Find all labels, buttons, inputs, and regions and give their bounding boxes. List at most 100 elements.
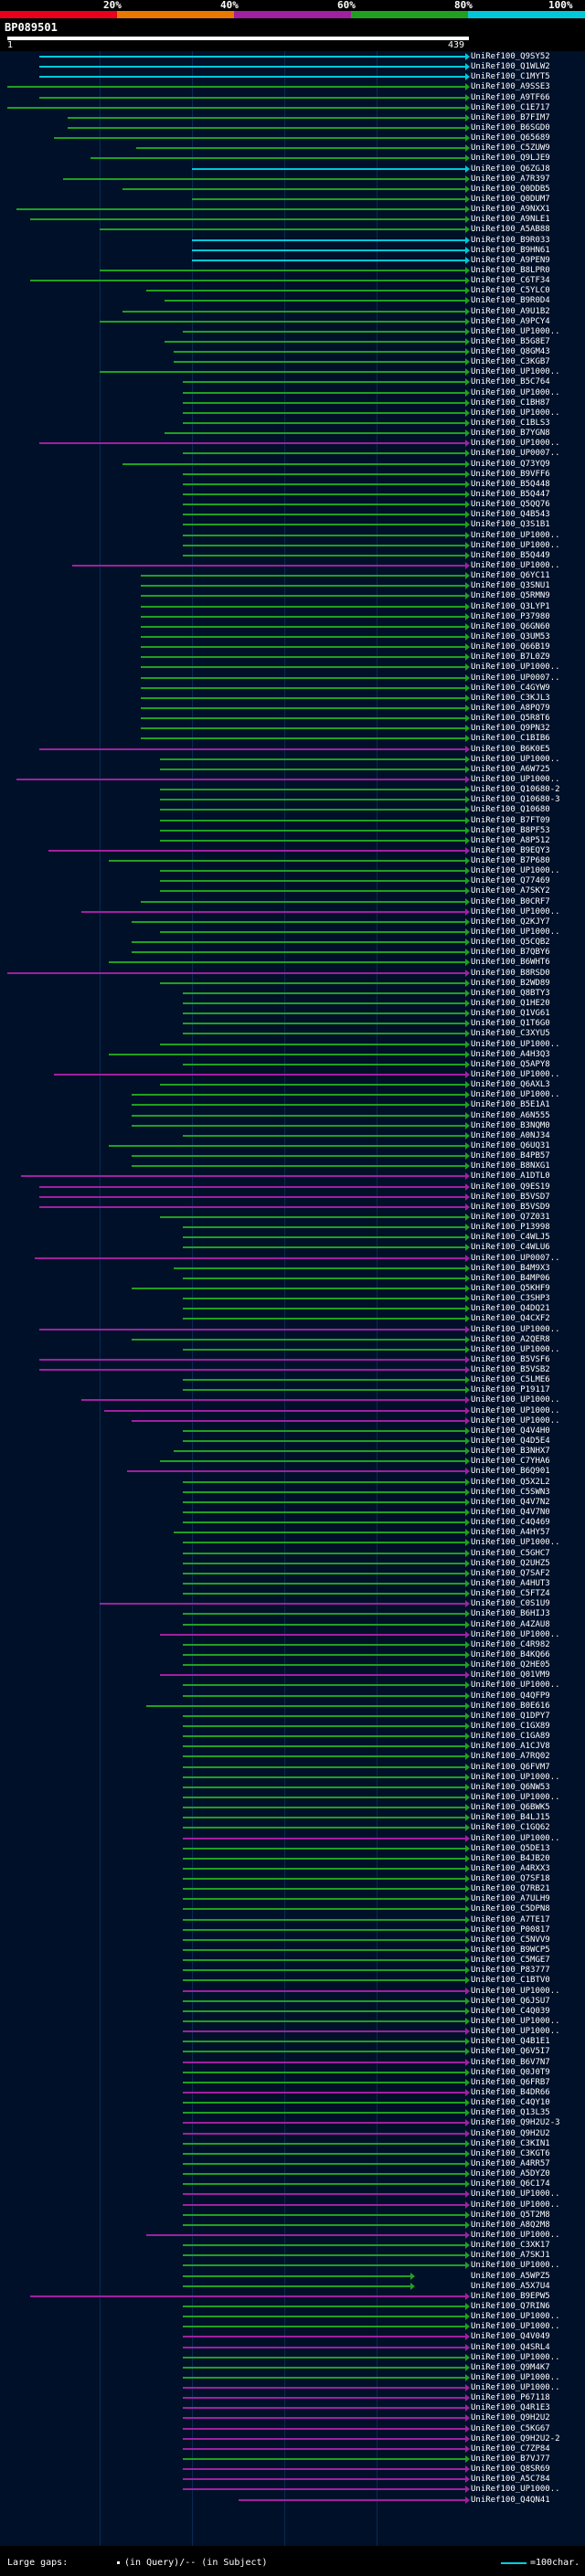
alignment-label[interactable]: UniRef100_C5GHC7 [471, 1549, 550, 1558]
alignment-row[interactable]: UniRef100_C4QY10 [0, 2097, 585, 2108]
alignment-label[interactable]: UniRef100_C6TF34 [471, 276, 550, 285]
alignment-row[interactable]: UniRef100_Q7RB21 [0, 1883, 585, 1894]
alignment-label[interactable]: UniRef100_C3SHP3 [471, 1294, 550, 1303]
alignment-label[interactable]: UniRef100_UP1000.. [471, 866, 560, 875]
alignment-row[interactable]: UniRef100_B9WCP5 [0, 1945, 585, 1956]
alignment-label[interactable]: UniRef100_B4PB57 [471, 1151, 550, 1161]
alignment-row[interactable]: UniRef100_B7FT09 [0, 815, 585, 826]
alignment-row[interactable]: UniRef100_UP1000.. [0, 2200, 585, 2210]
alignment-row[interactable]: UniRef100_UP1000.. [0, 1344, 585, 1355]
alignment-row[interactable]: UniRef100_C1E717 [0, 102, 585, 113]
alignment-label[interactable]: UniRef100_Q7SAF2 [471, 1569, 550, 1578]
alignment-row[interactable]: UniRef100_UP1000.. [0, 2311, 585, 2322]
alignment-row[interactable]: UniRef100_C5NVV9 [0, 1935, 585, 1945]
alignment-label[interactable]: UniRef100_P37980 [471, 612, 550, 621]
alignment-row[interactable]: UniRef100_UP0007.. [0, 448, 585, 459]
alignment-row[interactable]: UniRef100_UP1000.. [0, 1833, 585, 1844]
alignment-row[interactable]: UniRef100_Q65689 [0, 133, 585, 143]
alignment-row[interactable]: UniRef100_Q9H2U2-3 [0, 2117, 585, 2128]
alignment-row[interactable]: UniRef100_C4Q039 [0, 2006, 585, 2017]
alignment-label[interactable]: UniRef100_UP1000.. [471, 1680, 560, 1690]
alignment-row[interactable]: UniRef100_B5G8E7 [0, 336, 585, 347]
alignment-label[interactable]: UniRef100_B8NXG1 [471, 1161, 550, 1171]
alignment-label[interactable]: UniRef100_Q6YC11 [471, 571, 550, 580]
alignment-row[interactable]: UniRef100_Q4QFP9 [0, 1691, 585, 1701]
alignment-row[interactable]: UniRef100_B3NQM0 [0, 1120, 585, 1131]
alignment-row[interactable]: UniRef100_UP1000.. [0, 438, 585, 449]
alignment-label[interactable]: UniRef100_Q4CXF2 [471, 1314, 550, 1323]
alignment-row[interactable]: UniRef100_Q10680-3 [0, 794, 585, 805]
alignment-row[interactable]: UniRef100_A7TE17 [0, 1914, 585, 1925]
alignment-label[interactable]: UniRef100_UP1000.. [471, 1834, 560, 1843]
alignment-label[interactable]: UniRef100_Q4QFP9 [471, 1691, 550, 1701]
alignment-label[interactable]: UniRef100_A8PQ79 [471, 704, 550, 713]
alignment-label[interactable]: UniRef100_A5WPZ5 [471, 2272, 550, 2281]
alignment-label[interactable]: UniRef100_A4H3Q3 [471, 1050, 550, 1059]
alignment-label[interactable]: UniRef100_C3KJL3 [471, 694, 550, 703]
alignment-row[interactable]: UniRef100_Q1VG61 [0, 1008, 585, 1019]
alignment-label[interactable]: UniRef100_Q9H2U2-2 [471, 2434, 560, 2443]
alignment-row[interactable]: UniRef100_Q0J0T9 [0, 2067, 585, 2078]
alignment-row[interactable]: UniRef100_A6W725 [0, 764, 585, 775]
alignment-row[interactable]: UniRef100_P83777 [0, 1965, 585, 1976]
alignment-row[interactable]: UniRef100_UP0007.. [0, 673, 585, 684]
alignment-label[interactable]: UniRef100_Q4D5E4 [471, 1436, 550, 1446]
alignment-row[interactable]: UniRef100_Q2KJY7 [0, 917, 585, 928]
alignment-label[interactable]: UniRef100_C3KGT6 [471, 2149, 550, 2158]
alignment-row[interactable]: UniRef100_C4GYW9 [0, 683, 585, 694]
alignment-row[interactable]: UniRef100_Q0DDB5 [0, 184, 585, 195]
alignment-label[interactable]: UniRef100_Q5T2M8 [471, 2210, 550, 2220]
alignment-row[interactable]: UniRef100_B7YGN8 [0, 428, 585, 439]
alignment-row[interactable]: UniRef100_Q6C174 [0, 2178, 585, 2189]
alignment-row[interactable]: UniRef100_Q5KHF9 [0, 1283, 585, 1294]
alignment-row[interactable]: UniRef100_Q9M4K7 [0, 2362, 585, 2373]
alignment-label[interactable]: UniRef100_B9HN61 [471, 246, 550, 255]
alignment-label[interactable]: UniRef100_C4R982 [471, 1640, 550, 1649]
alignment-row[interactable]: UniRef100_B7P680 [0, 855, 585, 866]
alignment-label[interactable]: UniRef100_Q1VG61 [471, 1009, 550, 1018]
alignment-label[interactable]: UniRef100_Q0DDB5 [471, 185, 550, 194]
alignment-row[interactable]: UniRef100_Q6JSU7 [0, 1996, 585, 2007]
alignment-label[interactable]: UniRef100_Q10680-3 [471, 795, 560, 804]
alignment-row[interactable]: UniRef100_Q3UM53 [0, 631, 585, 642]
alignment-label[interactable]: UniRef100_Q2UHZ5 [471, 1559, 550, 1568]
alignment-row[interactable]: UniRef100_Q4CXF2 [0, 1313, 585, 1324]
alignment-row[interactable]: UniRef100_B4JB20 [0, 1853, 585, 1864]
alignment-row[interactable]: UniRef100_UP1000.. [0, 540, 585, 551]
alignment-label[interactable]: UniRef100_A7SKJ1 [471, 2251, 550, 2260]
alignment-row[interactable]: UniRef100_A4HUT3 [0, 1578, 585, 1589]
alignment-row[interactable]: UniRef100_C1BIB6 [0, 733, 585, 744]
alignment-row[interactable]: UniRef100_UP1000.. [0, 530, 585, 541]
alignment-label[interactable]: UniRef100_A5DYZ0 [471, 2169, 550, 2178]
alignment-label[interactable]: UniRef100_B0CRF7 [471, 897, 550, 906]
alignment-label[interactable]: UniRef100_B5VSF6 [471, 1355, 550, 1364]
alignment-label[interactable]: UniRef100_Q9M4K7 [471, 2363, 550, 2372]
alignment-label[interactable]: UniRef100_C5FTZ4 [471, 1589, 550, 1598]
alignment-row[interactable]: UniRef100_UP1000.. [0, 1537, 585, 1548]
alignment-row[interactable]: UniRef100_UP1000.. [0, 1394, 585, 1405]
alignment-label[interactable]: UniRef100_UP1000.. [471, 2200, 560, 2210]
alignment-label[interactable]: UniRef100_C1GA89 [471, 1732, 550, 1741]
alignment-row[interactable]: UniRef100_UP1000.. [0, 1792, 585, 1803]
alignment-label[interactable]: UniRef100_UP1000.. [471, 2322, 560, 2331]
alignment-row[interactable]: UniRef100_B7VJ77 [0, 2454, 585, 2465]
alignment-row[interactable]: UniRef100_P19117 [0, 1384, 585, 1395]
alignment-row[interactable]: UniRef100_B8PF53 [0, 825, 585, 836]
alignment-label[interactable]: UniRef100_UP1000.. [471, 2231, 560, 2240]
alignment-row[interactable]: UniRef100_B7FIM7 [0, 112, 585, 123]
alignment-row[interactable]: UniRef100_P13998 [0, 1222, 585, 1233]
alignment-row[interactable]: UniRef100_Q13L35 [0, 2107, 585, 2118]
alignment-label[interactable]: UniRef100_B9EQY3 [471, 846, 550, 855]
alignment-label[interactable]: UniRef100_Q3S1B1 [471, 520, 550, 529]
alignment-label[interactable]: UniRef100_UP1000.. [471, 408, 560, 418]
alignment-label[interactable]: UniRef100_P83777 [471, 1966, 550, 1975]
alignment-row[interactable]: UniRef100_P67118 [0, 2392, 585, 2403]
alignment-label[interactable]: UniRef100_Q0J0T9 [471, 2068, 550, 2077]
alignment-label[interactable]: UniRef100_B4DR66 [471, 2088, 550, 2097]
alignment-row[interactable]: UniRef100_Q73YQ9 [0, 459, 585, 470]
alignment-label[interactable]: UniRef100_Q6V5I7 [471, 2047, 550, 2056]
alignment-label[interactable]: UniRef100_Q7RIN6 [471, 2302, 550, 2311]
alignment-row[interactable]: UniRef100_Q9H2U2-2 [0, 2433, 585, 2444]
alignment-row[interactable]: UniRef100_C3SHP3 [0, 1293, 585, 1304]
alignment-row[interactable]: UniRef100_A7SKY2 [0, 885, 585, 896]
